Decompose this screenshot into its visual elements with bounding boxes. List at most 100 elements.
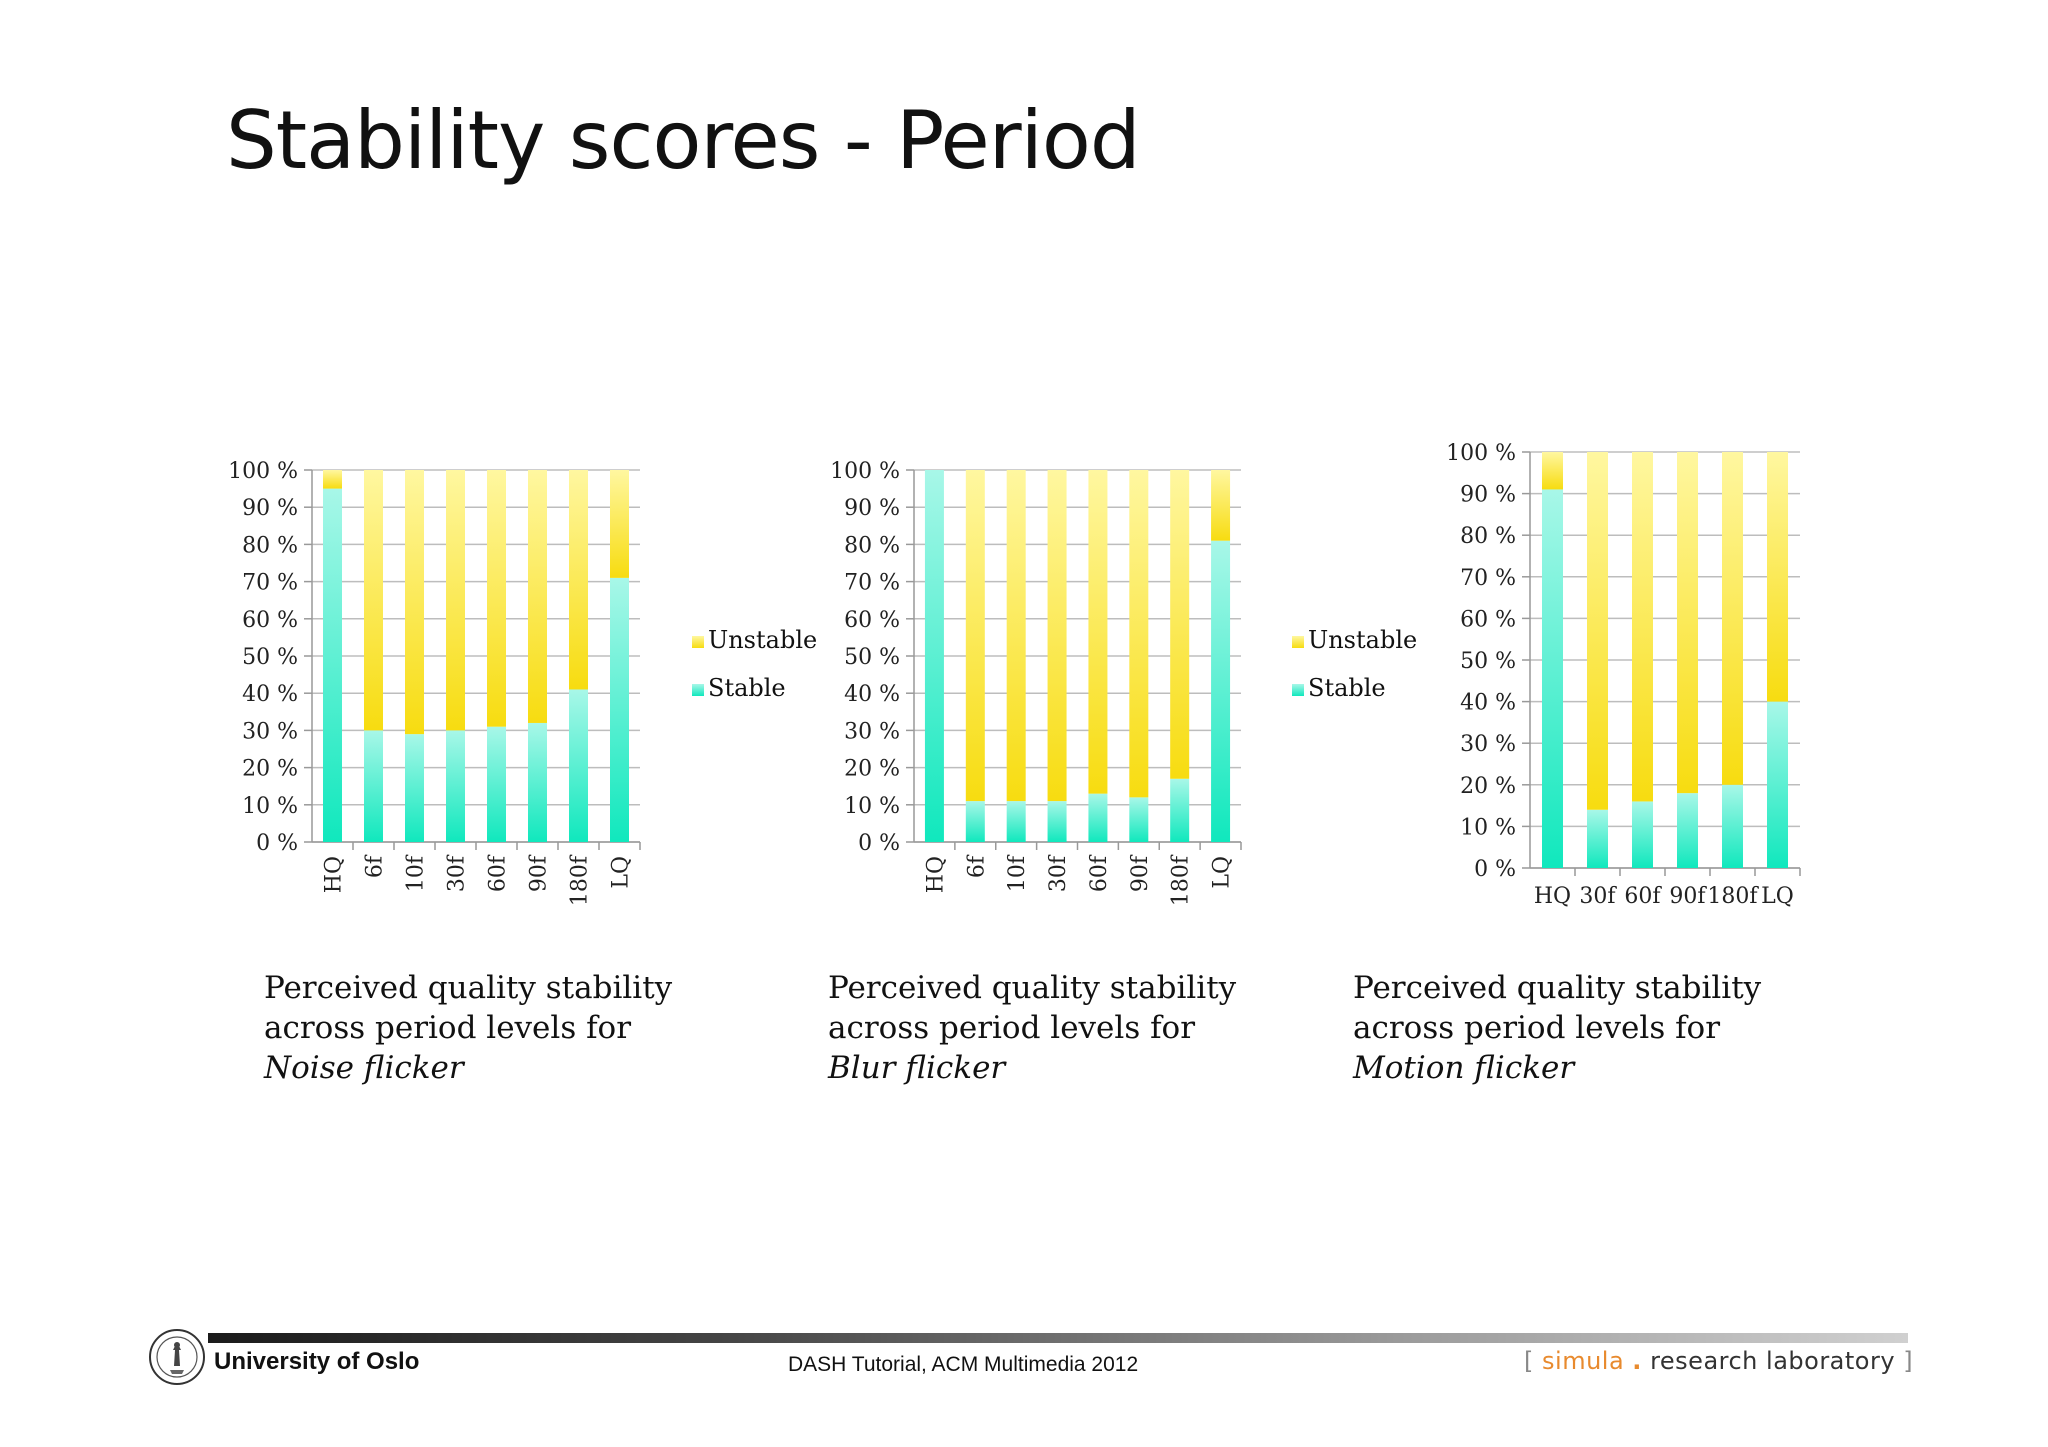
bar-stable xyxy=(965,801,985,842)
y-tick-label: 0 % xyxy=(858,831,900,856)
lab-bracket-open: [ xyxy=(1524,1347,1534,1375)
y-tick-label: 20 % xyxy=(242,757,298,782)
y-tick-label: 10 % xyxy=(1460,815,1516,840)
footer-divider xyxy=(208,1333,1908,1343)
bar-unstable xyxy=(364,470,383,731)
x-tick-label: 180f xyxy=(1707,884,1759,909)
y-tick-label: 20 % xyxy=(1460,774,1516,799)
caption-emphasis: Motion flicker xyxy=(1353,1050,1575,1086)
x-tick-label: 60f xyxy=(1624,884,1662,909)
caption-line: Perceived quality stability xyxy=(264,970,673,1006)
x-tick-label: HQ xyxy=(1534,884,1571,909)
y-tick-label: 60 % xyxy=(844,608,900,633)
lab-rest: research laboratory xyxy=(1650,1347,1896,1375)
x-tick-label: 60f xyxy=(1087,854,1112,892)
legend-label-stable: Stable xyxy=(1308,674,1386,702)
bar-stable xyxy=(446,730,465,842)
lab-logo: [ simula . research laboratory ] xyxy=(1524,1347,1913,1375)
bar-unstable xyxy=(1722,452,1743,785)
bar-unstable xyxy=(1542,452,1563,490)
caption-line: across period levels for xyxy=(1353,1010,1721,1046)
x-tick-label: LQ xyxy=(1210,856,1235,889)
x-tick-label: 30f xyxy=(445,854,470,892)
x-tick-label: LQ xyxy=(609,856,634,889)
y-tick-label: 90 % xyxy=(1460,483,1516,508)
bar-unstable xyxy=(1170,470,1190,779)
bar-unstable xyxy=(487,470,506,727)
legend-label-stable: Stable xyxy=(708,674,786,702)
legend-swatch-stable xyxy=(1292,684,1304,696)
y-tick-label: 100 % xyxy=(228,459,298,484)
blur-caption: Perceived quality stability across perio… xyxy=(828,968,1236,1088)
legend-label-unstable: Unstable xyxy=(708,626,817,654)
x-tick-label: 10f xyxy=(1005,854,1030,892)
caption-emphasis: Noise flicker xyxy=(264,1050,464,1086)
bar-stable xyxy=(1587,809,1608,868)
bar-unstable xyxy=(323,470,342,489)
bar-unstable xyxy=(1767,452,1788,702)
x-tick-label: 90f xyxy=(527,854,552,892)
legend-swatch-stable xyxy=(692,684,704,696)
motion-flicker-chart: 0 % 10 % 20 % 30 % 40 % 50 % 60 % 70 % 80 % 90 % 1… xyxy=(1446,441,1801,909)
bar-unstable xyxy=(1677,452,1698,794)
bar-stable xyxy=(1006,801,1026,842)
y-tick-label: 90 % xyxy=(242,496,298,521)
slide-title: Stability scores - Period xyxy=(226,94,1141,187)
y-tick-label: 90 % xyxy=(844,496,900,521)
y-tick-label: 30 % xyxy=(1460,732,1516,757)
legend-label-unstable: Unstable xyxy=(1308,626,1417,654)
y-tick-label: 40 % xyxy=(242,682,298,707)
caption-line: Perceived quality stability xyxy=(828,970,1237,1006)
bar-stable xyxy=(1542,489,1563,868)
y-tick-label: 70 % xyxy=(1460,566,1516,591)
bar-stable xyxy=(1722,784,1743,868)
bar-unstable xyxy=(405,470,424,735)
bar-stable xyxy=(1170,778,1190,842)
y-tick-label: 50 % xyxy=(1460,649,1516,674)
y-tick-label: 0 % xyxy=(1474,857,1516,882)
x-tick-label: 90f xyxy=(1669,884,1707,909)
legend-swatch-unstable xyxy=(1292,636,1304,648)
y-tick-label: 70 % xyxy=(844,571,900,596)
y-tick-label: 30 % xyxy=(242,719,298,744)
noise-flicker-chart: 0 % 10 % 20 % 30 % 40 % 50 % 60 % 70 % 80 % 90 % 1… xyxy=(228,459,817,906)
lab-bracket-close: ] xyxy=(1903,1347,1914,1375)
x-tick-label: 60f xyxy=(486,854,511,892)
motion-caption: Perceived quality stability across perio… xyxy=(1353,968,1761,1088)
bar-stable xyxy=(1632,801,1653,868)
y-tick-label: 10 % xyxy=(844,794,900,819)
bar-unstable xyxy=(569,470,588,690)
x-tick-label: 30f xyxy=(1046,854,1071,892)
bar-stable xyxy=(364,730,383,842)
caption-line: Perceived quality stability xyxy=(1353,970,1762,1006)
bar-unstable xyxy=(1006,470,1026,802)
y-tick-label: 40 % xyxy=(1460,691,1516,716)
y-tick-label: 100 % xyxy=(1446,441,1516,466)
bar-stable xyxy=(924,470,944,842)
legend-swatch-unstable xyxy=(692,636,704,648)
x-tick-label: 6f xyxy=(363,854,388,878)
university-name: University of Oslo xyxy=(214,1348,420,1375)
x-tick-label: 6f xyxy=(964,854,989,878)
bar-unstable xyxy=(1129,470,1149,798)
bar-stable xyxy=(1211,540,1231,842)
bar-stable xyxy=(1088,793,1108,842)
bar-unstable xyxy=(1632,452,1653,802)
x-tick-label: LQ xyxy=(1761,884,1794,909)
event-name: DASH Tutorial, ACM Multimedia 2012 xyxy=(788,1353,1139,1376)
bar-stable xyxy=(610,577,629,842)
noise-caption: Perceived quality stability across perio… xyxy=(264,968,672,1088)
y-tick-label: 40 % xyxy=(844,682,900,707)
y-tick-label: 70 % xyxy=(242,571,298,596)
y-tick-label: 0 % xyxy=(256,831,298,856)
caption-emphasis: Blur flicker xyxy=(828,1050,1006,1086)
y-tick-label: 100 % xyxy=(830,459,900,484)
bar-stable xyxy=(1129,797,1149,842)
y-tick-label: 60 % xyxy=(1460,607,1516,632)
y-tick-label: 30 % xyxy=(844,719,900,744)
bar-unstable xyxy=(1088,470,1108,794)
y-tick-label: 50 % xyxy=(844,645,900,670)
bar-stable xyxy=(1767,701,1788,868)
bar-stable xyxy=(1047,801,1067,842)
caption-line: across period levels for xyxy=(828,1010,1196,1046)
